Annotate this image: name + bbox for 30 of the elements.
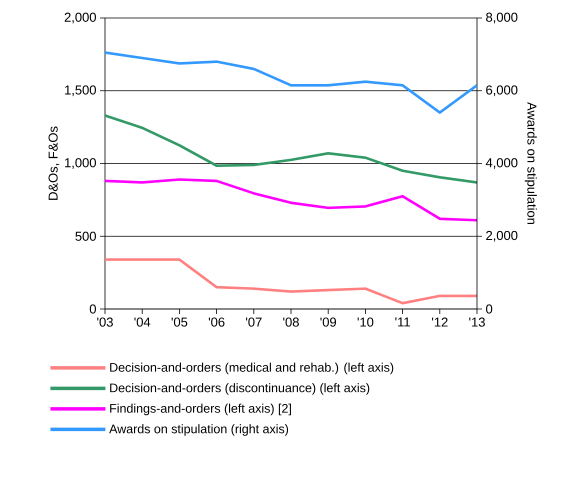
y-tick-label: 1,000 <box>65 158 96 169</box>
x-tick-label: '03 <box>97 318 113 327</box>
line-series <box>105 114 478 184</box>
line-series <box>105 178 478 222</box>
y-tick-label: 2,000 <box>64 12 96 24</box>
y2-tick-label: 8,000 <box>486 12 518 24</box>
y-tick-label: 0 <box>90 304 96 314</box>
x-tick-label: '09 <box>320 318 336 327</box>
y-axis-title: D&Os, F&Os <box>48 126 60 200</box>
y-tick-label: 1,500 <box>65 85 96 96</box>
y2-tick-label: 6,000 <box>486 85 518 96</box>
x-tick-label: '05 <box>172 318 188 327</box>
legend-label: Findings-and-orders (left axis) [2] <box>110 404 291 416</box>
legend-label: Decision-and-orders (medical and rehab.) (left axis) <box>110 362 394 374</box>
x-tick-label: '11 <box>395 318 410 326</box>
x-tick-label: '10 <box>358 318 374 327</box>
x-tick-label: '06 <box>208 318 224 327</box>
legend-label: Awards on stipulation (right axis) <box>109 424 288 436</box>
y-tick-label: 500 <box>75 232 96 241</box>
y2-tick-label: 2,000 <box>486 230 518 242</box>
y2-tick-label: 4,000 <box>486 158 518 169</box>
x-tick-label: '07 <box>246 318 262 327</box>
x-tick-label: '08 <box>283 318 299 327</box>
x-tick-label: '12 <box>432 318 448 327</box>
x-tick-label: '04 <box>134 318 150 327</box>
x-tick-label: '13 <box>469 318 485 327</box>
y2-tick-label: 0 <box>486 304 492 314</box>
y2-axis-title: Awards on stipulation <box>524 102 537 224</box>
line-series <box>105 51 478 114</box>
legend-label: Decision-and-orders (discontinuance) (left axis) <box>110 383 370 395</box>
